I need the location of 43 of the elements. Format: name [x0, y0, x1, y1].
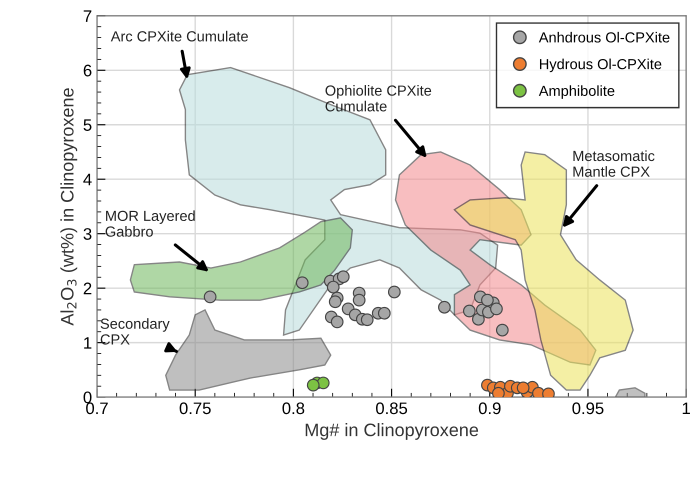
y-tick-label: 4 [83, 174, 92, 186]
point [438, 300, 451, 314]
x-tick-label: 0.85 [376, 402, 408, 414]
x-tick-label: 1 [682, 402, 690, 414]
point [316, 376, 330, 390]
point [490, 302, 503, 316]
legend-label: Hydrous Ol-CPXite [540, 58, 662, 72]
x-tick-label: 0.7 [86, 402, 108, 414]
x-axis-title: Mg# in Clinopyroxene [306, 423, 478, 440]
point [378, 306, 391, 320]
y-tick-label: 0 [84, 391, 92, 404]
x-tick-label: 0.75 [180, 402, 211, 414]
point [516, 381, 530, 394]
x-tick-label: 0.9 [478, 402, 501, 414]
point [330, 316, 344, 328]
y-tick-label: 5 [84, 119, 92, 131]
point [496, 324, 509, 336]
point [352, 294, 366, 306]
point [462, 304, 476, 318]
annotation: Secondary CPX [100, 318, 170, 345]
point [336, 270, 350, 284]
point [492, 386, 505, 398]
point [204, 290, 216, 304]
legend-label: Amphibolite [538, 85, 614, 99]
point [360, 313, 374, 326]
y-tick-label: 2 [84, 282, 92, 294]
annotation: MOR Layered Gabbro [106, 210, 195, 237]
annotation: Arc CPXite Cumulate [110, 30, 248, 42]
y-axis-title: Al$_{2}$O$_{3}$ (wt%) in Clinopyroxene [60, 88, 78, 326]
point [328, 295, 342, 308]
annotation: Metasomatic Mantle CPX [573, 150, 655, 177]
point [296, 276, 309, 290]
y-tick-label: 7 [84, 10, 92, 22]
y-tick-label: 6 [84, 64, 92, 76]
y-tick-label: 1 [84, 337, 92, 349]
point [481, 294, 494, 306]
x-tick-label: 0.95 [572, 402, 604, 414]
y-tick-label: 3 [84, 228, 92, 240]
point [326, 280, 340, 294]
x-tick-label: 0.8 [282, 402, 304, 414]
point [388, 286, 401, 298]
legend-label: Anhdrous Ol-CPXite [538, 32, 670, 43]
point [306, 378, 320, 392]
